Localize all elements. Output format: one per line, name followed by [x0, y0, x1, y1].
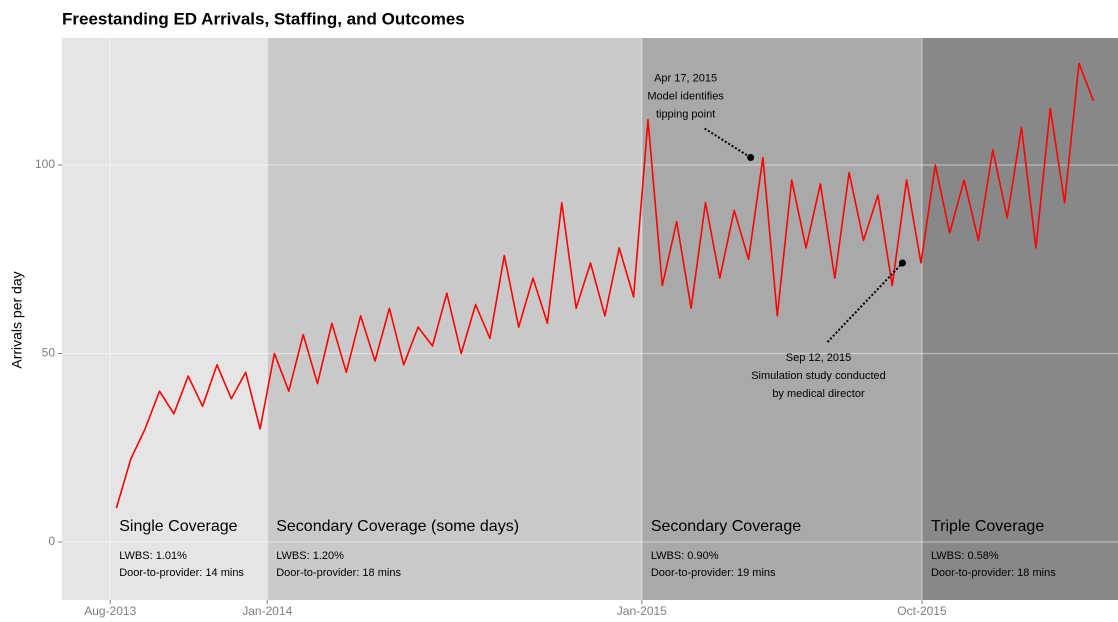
x-tick-label: Jan-2015 [617, 604, 667, 618]
y-tick-label: 50 [42, 346, 56, 360]
chart-title: Freestanding ED Arrivals, Staffing, and … [62, 9, 465, 28]
region-door-to-provider: Door-to-provider: 14 mins [119, 567, 244, 579]
region-door-to-provider: Door-to-provider: 18 mins [931, 567, 1056, 579]
y-tick-label: 100 [35, 157, 55, 171]
region-label: Secondary Coverage [651, 518, 801, 535]
region-band [267, 38, 642, 600]
annotation-point [898, 259, 906, 267]
annotation-text: Simulation study conducted [751, 370, 886, 382]
region-band [641, 38, 922, 600]
annotation-text: Sep 12, 2015 [786, 352, 851, 364]
region-lwbs: LWBS: 1.01% [119, 550, 187, 562]
region-label: Secondary Coverage (some days) [276, 518, 519, 535]
region-door-to-provider: Door-to-provider: 19 mins [651, 567, 776, 579]
region-label: Single Coverage [119, 518, 237, 535]
region-band [921, 38, 1118, 600]
data-line [115, 62, 1095, 509]
x-tick-label: Oct-2015 [897, 604, 947, 618]
x-tick-label: Aug-2013 [84, 604, 136, 618]
region-lwbs: LWBS: 0.58% [931, 550, 999, 562]
region-lwbs: LWBS: 0.90% [651, 550, 719, 562]
y-tick-label: 0 [48, 534, 55, 548]
y-axis-label: Arrivals per day [9, 271, 25, 368]
annotation-text: Apr 17, 2015 [654, 72, 717, 84]
region-door-to-provider: Door-to-provider: 18 mins [276, 567, 401, 579]
annotation-text: by medical director [772, 388, 865, 400]
region-lwbs: LWBS: 1.20% [276, 550, 344, 562]
region-band [62, 38, 268, 600]
annotation-point [747, 153, 755, 161]
x-tick-label: Jan-2014 [242, 604, 292, 618]
annotation-text: Model identifies [647, 90, 724, 102]
annotation-leader [704, 127, 752, 159]
annotation-text: tipping point [656, 108, 715, 120]
region-label: Triple Coverage [931, 518, 1044, 535]
